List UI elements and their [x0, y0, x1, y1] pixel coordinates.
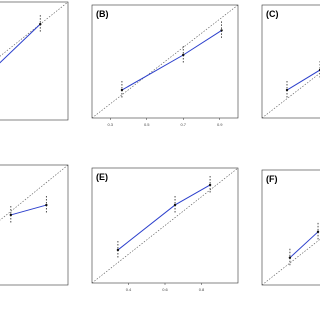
panel-label: (C) — [266, 9, 279, 19]
point — [116, 248, 120, 252]
calibration-line — [117, 184, 211, 251]
x-tick-label: 0.6 — [162, 287, 168, 292]
point — [208, 183, 212, 187]
x-tick-label: 0.7 — [180, 122, 186, 127]
calibration-line — [10, 204, 47, 216]
panel-label: (F) — [266, 174, 278, 184]
panel-label: (B) — [96, 9, 109, 19]
point — [120, 88, 124, 92]
x-tick-label: 0.5 — [144, 122, 150, 127]
panel — [0, 164, 69, 286]
panel: 0.4 0.6 0.8 — [91, 167, 239, 292]
panel — [261, 169, 320, 286]
calibration-line — [286, 69, 320, 91]
reference-line — [91, 167, 239, 284]
point — [285, 88, 289, 92]
calibration-line — [289, 231, 319, 259]
reference-line — [261, 238, 320, 286]
calibration-line — [121, 30, 222, 91]
plot-frame — [91, 4, 239, 119]
plot-frame — [261, 169, 320, 286]
reference-line — [91, 4, 239, 119]
point — [9, 213, 13, 217]
plot-frame — [0, 1, 69, 121]
plot-frame — [0, 164, 69, 286]
panel — [0, 1, 69, 121]
point — [39, 22, 42, 26]
point — [316, 230, 320, 234]
panel-label: (E) — [96, 172, 108, 182]
reference-line — [0, 164, 69, 221]
x-tick-label: 0.4 — [126, 287, 132, 292]
calibration-line — [0, 23, 41, 64]
reference-line — [261, 72, 320, 119]
x-tick-label: 0.3 — [107, 122, 113, 127]
point — [45, 203, 48, 207]
point — [288, 256, 292, 259]
reference-line — [0, 1, 69, 57]
point — [220, 29, 223, 32]
panel — [261, 4, 320, 119]
panel: 0.3 0.5 0.7 0.9 — [91, 4, 239, 127]
point — [173, 203, 177, 207]
point — [182, 53, 185, 57]
x-tick-label: 0.8 — [199, 287, 205, 292]
x-tick-label: 0.9 — [217, 122, 223, 127]
plot-frame — [261, 4, 320, 119]
